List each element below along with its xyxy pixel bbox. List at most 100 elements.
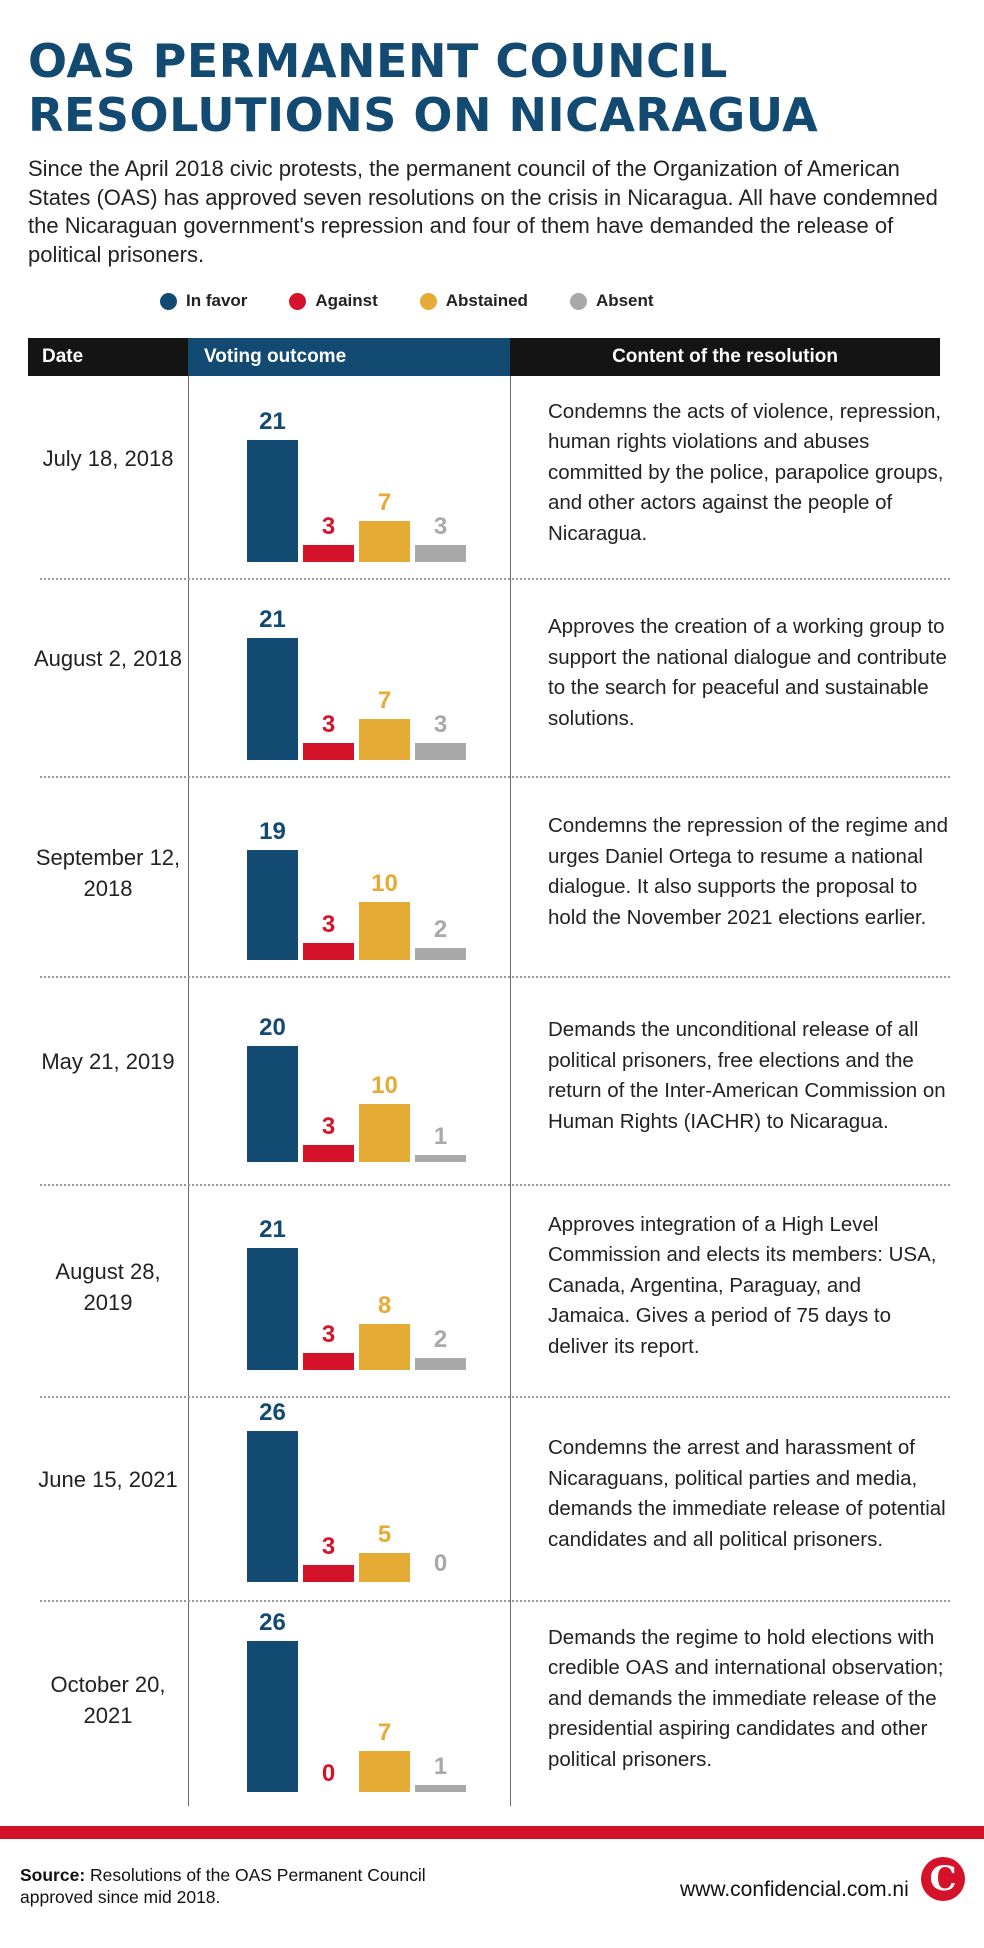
legend-label: Abstained [445,291,528,310]
vote-value-label: 1 [433,1123,448,1150]
vote-value-label: 3 [321,1113,336,1140]
vote-bar-group: 21 3 7 3 [247,590,477,760]
row-date: June 15, 2021 [38,1467,178,1492]
vote-bar-in-favor [247,1046,298,1162]
row-date: July 18, 2018 [42,446,174,471]
confidencial-logo: C [921,1857,965,1901]
vote-bar-against [303,943,354,960]
vote-bar-in-favor [247,638,298,760]
vote-value-label: 2 [433,1326,448,1353]
row-content: Condemns the arrest and harassment of Ni… [548,1436,946,1551]
vote-value-label: 3 [321,1321,336,1348]
vote-bar-group: 21 3 7 3 [247,392,477,562]
row-content: Demands the regime to hold elections wit… [548,1625,944,1771]
legend-item: Abstained [419,291,528,311]
row-content: Approves integration of a High Level Com… [548,1212,937,1358]
vote-value-label: 0 [321,1760,336,1787]
legend-swatch [160,292,177,310]
vote-bar-group: 19 3 10 2 [247,790,477,960]
legend-label: Absent [595,291,654,310]
vote-bar-absent [415,1785,466,1792]
title-line-1: OAS PERMANENT COUNCIL [28,34,728,88]
vote-bar-absent [415,545,466,562]
vote-value-label: 20 [259,1014,286,1041]
vote-value-label: 7 [377,1719,392,1746]
row-separator [40,1184,950,1186]
vote-value-label: 3 [433,711,448,738]
vote-bar-absent [415,1155,466,1162]
legend: In favor Against Abstained Absent [160,288,696,314]
vote-bar-in-favor [247,850,298,960]
vote-value-label: 26 [259,1609,286,1636]
row-date: September 12, 2018 [35,845,181,901]
vote-value-label: 19 [259,818,286,845]
source-note: Source: Resolutions of the OAS Permanent… [20,1864,480,1908]
legend-item: Absent [569,291,654,311]
legend-swatch [569,292,587,310]
vote-bar-group: 26 3 5 0 [247,1399,477,1582]
vote-bar-abstained [359,1324,410,1370]
column-divider-right [510,376,511,1806]
row-content: Condemns the repression of the regime an… [548,814,948,929]
vote-bar-against [303,1145,354,1162]
title-line-2: RESOLUTIONS ON NICARAGUA [28,88,819,142]
vote-value-label: 2 [433,916,448,943]
row-date: August 2, 2018 [33,646,182,671]
vote-bar-abstained [359,1553,410,1582]
vote-bar-in-favor [247,440,298,562]
vote-value-label: 3 [321,911,336,938]
vote-value-label: 3 [321,1533,336,1560]
vote-bar-abstained [359,1104,410,1162]
footer-rule [0,1826,984,1839]
table-header: Date Voting outcome Content of the resol… [28,338,940,376]
column-divider-left [188,376,189,1806]
vote-bar-against [303,743,354,760]
vote-bar-group: 20 3 10 1 [247,992,477,1162]
vote-bar-abstained [359,902,410,960]
title-block: OAS PERMANENT COUNCIL RESOLUTIONS ON NIC… [28,34,968,142]
vote-value-label: 7 [377,489,392,516]
row-date: May 21, 2019 [41,1049,175,1074]
legend-swatch [419,292,437,310]
vote-value-label: 1 [433,1753,448,1780]
row-separator [40,1396,950,1398]
vote-bar-group: 26 0 7 1 [247,1609,477,1792]
vote-bar-abstained [359,521,410,562]
vote-bar-absent [415,743,466,760]
vote-bar-in-favor [247,1641,298,1792]
vote-bar-absent [415,1358,466,1370]
vote-bar-abstained [359,1751,410,1792]
vote-value-label: 21 [259,606,286,633]
vote-value-label: 10 [371,870,398,897]
vote-value-label: 3 [433,513,448,540]
row-separator [40,776,950,778]
vote-value-label: 8 [377,1292,392,1319]
row-separator [40,578,950,580]
row-separator [40,1600,950,1602]
vote-bar-in-favor [247,1248,298,1370]
header-voting-outcome: Voting outcome [188,338,510,376]
logo-letter: C [929,1859,957,1899]
header-date: Date [28,338,188,376]
row-date: October 20, 2021 [50,1672,166,1728]
vote-value-label: 21 [259,408,286,435]
vote-bar-absent [415,948,466,960]
row-separator [40,976,950,978]
vote-value-label: 10 [371,1072,398,1099]
row-content: Demands the unconditional release of all… [548,1018,946,1133]
legend-swatch [289,292,307,310]
vote-bar-against [303,1353,354,1370]
vote-value-label: 21 [259,1216,286,1243]
vote-value-label: 3 [321,711,336,738]
website-link[interactable]: www.confidencial.com.ni [680,1878,909,1901]
vote-value-label: 0 [433,1550,448,1577]
vote-bar-in-favor [247,1431,298,1582]
vote-value-label: 26 [259,1399,286,1426]
row-content: Approves the creation of a working group… [548,615,947,730]
source-text: Resolutions of the OAS Permanent Council… [20,1865,426,1907]
vote-bar-abstained [359,719,410,760]
row-date: August 28, 2019 [55,1259,161,1315]
vote-value-label: 3 [321,513,336,540]
row-content: Condemns the acts of violence, repressio… [548,399,944,545]
